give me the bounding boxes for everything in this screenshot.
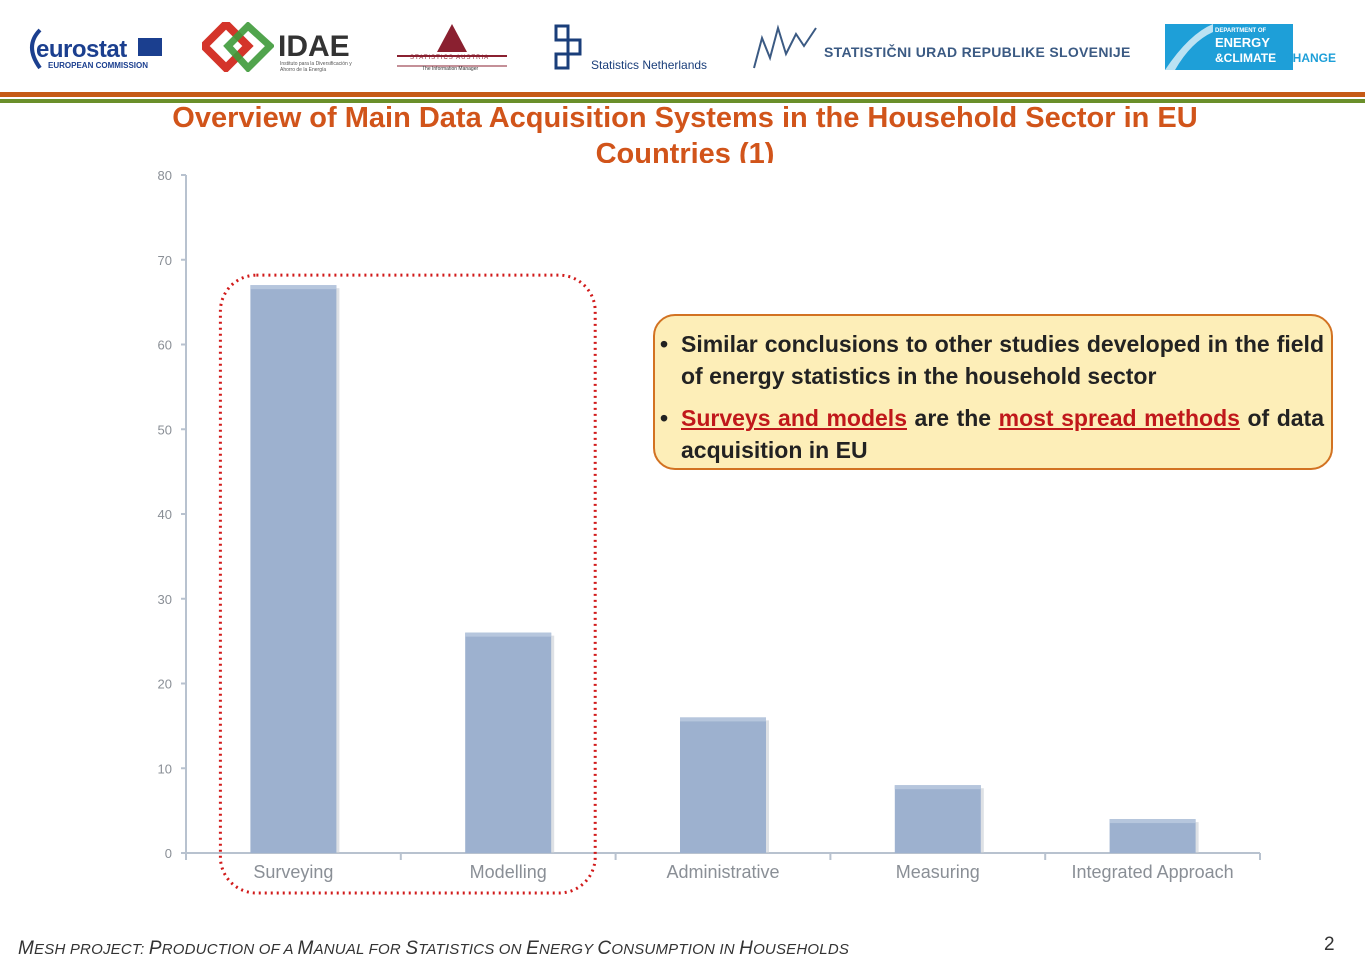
footer-word: ANUAL FOR bbox=[313, 941, 406, 958]
cbs-icon bbox=[554, 24, 582, 70]
x-tick-label: Modelling bbox=[470, 862, 547, 882]
bar-top-highlight bbox=[465, 632, 552, 637]
eurostat-swoosh-icon bbox=[30, 28, 42, 70]
footer-cap: H bbox=[739, 938, 754, 959]
austria-wordmark: STATISTICS AUSTRIA bbox=[410, 55, 490, 61]
y-tick-label: 20 bbox=[158, 677, 172, 692]
bar-administrative bbox=[680, 717, 766, 853]
footer-cap: M bbox=[18, 938, 35, 959]
y-tick-label: 0 bbox=[165, 846, 172, 861]
y-tick-label: 80 bbox=[158, 168, 172, 183]
bullet-2-text-a: are the bbox=[907, 405, 999, 431]
eu-flag-icon bbox=[138, 38, 162, 56]
y-tick-label: 50 bbox=[158, 422, 172, 437]
highlight-most-spread: most spread methods bbox=[998, 405, 1240, 431]
highlight-dotted-box bbox=[218, 273, 597, 895]
x-tick-label: Measuring bbox=[896, 862, 980, 882]
bullet-2: Surveys and models are the most spread m… bbox=[660, 402, 1324, 466]
bar-surveying bbox=[250, 285, 337, 853]
slovenia-wordmark: STATISTIČNI URAD REPUBLIKE SLOVENIJE bbox=[824, 44, 1131, 60]
footer-word: NERGY bbox=[538, 941, 598, 958]
header-band-green bbox=[0, 99, 1365, 103]
idae-wordmark: IDAE bbox=[278, 30, 350, 63]
page-number: 2 bbox=[1324, 934, 1335, 955]
footer-word: OUSEHOLDS bbox=[753, 941, 850, 958]
eurostat-subtitle: EUROPEAN COMMISSION bbox=[48, 61, 149, 70]
footer-cap: P bbox=[148, 938, 162, 959]
bar-chart: 0 10 20 30 40 50 60 70 80 Surveying Modelling Admin… bbox=[158, 168, 1261, 895]
netherlands-wordmark: Statistics Netherlands bbox=[591, 58, 708, 72]
decc-energy: ENERGY bbox=[1215, 35, 1270, 50]
footer-cap: E bbox=[526, 938, 539, 959]
callout-bullets: Similar conclusions to other studies dev… bbox=[660, 328, 1324, 476]
header-band-orange bbox=[0, 92, 1365, 97]
decc-change: CHANGE bbox=[1284, 51, 1337, 65]
bar-top-highlight bbox=[1109, 819, 1196, 824]
x-tick-label: Integrated Approach bbox=[1072, 862, 1234, 882]
y-tick-label: 60 bbox=[158, 338, 172, 353]
bar-integrated-approach bbox=[1109, 819, 1196, 853]
bar-modelling bbox=[465, 632, 552, 853]
y-tick-label: 70 bbox=[158, 253, 172, 268]
austria-triangle-icon bbox=[397, 24, 507, 67]
surs-zigzag-icon bbox=[753, 24, 817, 69]
idae-emblem-icon bbox=[202, 22, 274, 72]
idae-subtitle: Instituto para la Diversificación y Ahor… bbox=[280, 61, 352, 73]
bullet-2-text-b: of data acquisition in EU bbox=[681, 405, 1325, 463]
footer-cap: S bbox=[405, 938, 419, 959]
logo-strip: eurostat EUROPEAN COMMISSION IDAE Instit… bbox=[0, 0, 1365, 92]
austria-subtitle: The Information Manager bbox=[422, 66, 479, 72]
footer-word: TATISTICS ON bbox=[418, 941, 527, 958]
decc-climate: &CLIMATE bbox=[1215, 51, 1277, 65]
footer-cap: C bbox=[597, 938, 612, 959]
footer-word: RODUCTION OF A bbox=[161, 941, 298, 958]
y-tick-label: 40 bbox=[158, 507, 172, 522]
footer-project-title: MESH PROJECT: PRODUCTION OF A MANUAL FOR… bbox=[18, 938, 849, 960]
bar-measuring bbox=[894, 785, 981, 853]
bar-top-highlight bbox=[250, 285, 337, 290]
y-tick-label: 30 bbox=[158, 592, 172, 607]
title-line-2: Countries (1) bbox=[595, 138, 775, 164]
x-tick-label: Surveying bbox=[253, 862, 333, 882]
footer-word: ESH PROJECT: bbox=[34, 941, 149, 958]
slide-title: Overview of Main Data Acquisition System… bbox=[40, 100, 1330, 164]
decc-swoosh-icon bbox=[1165, 24, 1213, 70]
highlight-surveys-models: Surveys and models bbox=[681, 405, 907, 431]
title-line-1: Overview of Main Data Acquisition System… bbox=[172, 102, 1198, 134]
footer-word: ONSUMPTION IN bbox=[611, 941, 740, 958]
x-tick-label: Administrative bbox=[666, 862, 779, 882]
eurostat-wordmark: eurostat bbox=[36, 36, 127, 63]
y-tick-label: 10 bbox=[158, 761, 172, 776]
footer-cap: M bbox=[297, 938, 314, 959]
bar-top-highlight bbox=[680, 717, 766, 722]
bar-top-highlight bbox=[894, 785, 981, 790]
bullet-1: Similar conclusions to other studies dev… bbox=[660, 328, 1324, 392]
title-overlap bbox=[0, 163, 1365, 171]
decc-dept: DEPARTMENT OF bbox=[1215, 28, 1267, 34]
